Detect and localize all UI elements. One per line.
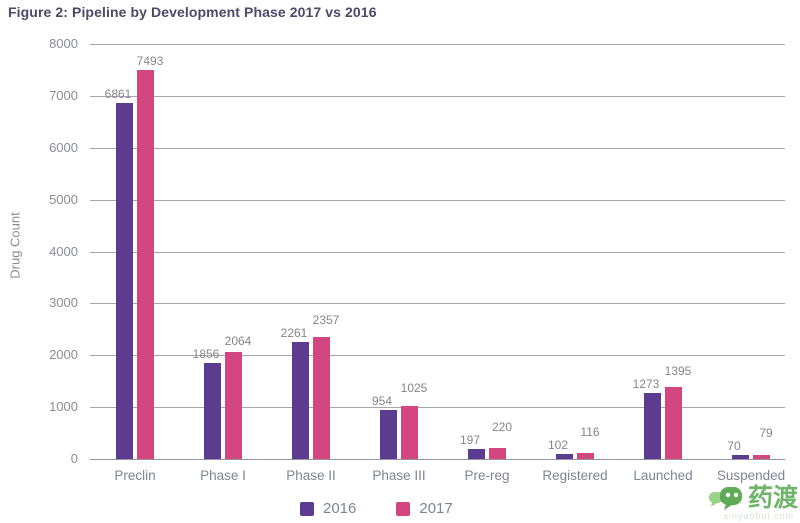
y-tick-label-1000: 1000	[49, 399, 78, 415]
value-label-2017-launched: 1395	[664, 364, 692, 378]
value-label-2017-preclin: 7493	[136, 54, 164, 69]
y-tick-label-6000: 6000	[49, 139, 78, 155]
value-label-2017-phase-ii: 2357	[312, 312, 340, 327]
gridline-2000	[90, 355, 785, 357]
value-label-2016-launched: 1273	[632, 377, 660, 391]
bar-2017-registered	[577, 453, 594, 459]
value-label-2017-phase-iii: 1025	[400, 380, 428, 395]
value-label-2016-phase-iii: 954	[371, 393, 393, 408]
x-axis-label-launched: Launched	[633, 468, 693, 483]
value-label-2016-suspended: 70	[727, 439, 741, 454]
value-label-2016-registered: 102	[547, 437, 569, 452]
x-axis-label-phase-i: Phase I	[200, 468, 246, 483]
bar-2016-preclin	[116, 103, 133, 459]
value-label-2016-phase-ii: 2261	[280, 325, 308, 340]
y-tick-label-0: 0	[70, 451, 78, 466]
gridline-6000	[90, 147, 785, 149]
x-axis-label-phase-iii: Phase III	[372, 468, 426, 483]
value-label-2016-pre-reg: 197	[459, 432, 481, 447]
bar-2016-registered	[556, 453, 573, 459]
gridline-1000	[90, 407, 785, 409]
bar-2016-suspended	[732, 455, 749, 459]
legend-item-2016: 2016	[300, 500, 356, 517]
gridline-0	[90, 459, 785, 460]
y-tick-label-8000: 8000	[49, 36, 78, 51]
y-tick-label-7000: 7000	[49, 87, 78, 103]
bar-2016-phase-ii	[292, 341, 309, 459]
legend-label-2017: 2017	[419, 500, 453, 517]
bar-2017-phase-ii	[313, 336, 330, 459]
legend-swatch-2016	[300, 501, 314, 516]
y-tick-label-4000: 4000	[49, 243, 78, 259]
gridline-7000	[90, 95, 785, 97]
legend-item-2017: 2017	[396, 500, 453, 517]
bar-2017-phase-iii	[401, 405, 418, 459]
value-label-2016-preclin: 6861	[104, 87, 132, 102]
bar-2017-preclin	[137, 70, 154, 459]
bar-2016-pre-reg	[468, 448, 485, 459]
value-label-2017-registered: 116	[580, 424, 600, 439]
value-label-2017-phase-i: 2064	[224, 333, 252, 348]
x-axis-label-registered: Registered	[542, 468, 608, 483]
value-label-2017-suspended: 79	[759, 426, 773, 441]
bar-2017-phase-i	[225, 351, 242, 459]
legend-label-2016: 2016	[323, 500, 357, 517]
x-axis-label-phase-ii: Phase II	[286, 468, 336, 483]
legend-swatch-2017	[396, 501, 411, 516]
bar-2017-pre-reg	[489, 447, 506, 459]
bar-2016-phase-iii	[380, 409, 397, 459]
x-axis-label-suspended: Suspended	[716, 468, 786, 483]
value-label-2016-phase-i: 1856	[192, 346, 220, 361]
x-axis-label-pre-reg: Pre-reg	[464, 468, 510, 483]
gridline-8000	[90, 44, 785, 45]
value-label-2017-pre-reg: 220	[491, 419, 513, 434]
bar-2016-launched	[644, 393, 661, 459]
legend: 2016 2017	[300, 500, 453, 517]
y-tick-label-3000: 3000	[49, 295, 78, 311]
bar-2017-launched	[665, 386, 682, 459]
bar-2017-suspended	[753, 454, 770, 459]
y-tick-label-2000: 2000	[49, 347, 78, 363]
gridline-3000	[90, 303, 785, 305]
figure-title: Figure 2: Pipeline by Development Phase …	[8, 4, 377, 20]
gridline-4000	[90, 251, 785, 253]
x-axis-label-preclin: Preclin	[114, 468, 156, 483]
gridline-5000	[90, 199, 785, 201]
bar-2016-phase-i	[204, 362, 221, 459]
y-tick-label-5000: 5000	[49, 191, 78, 207]
